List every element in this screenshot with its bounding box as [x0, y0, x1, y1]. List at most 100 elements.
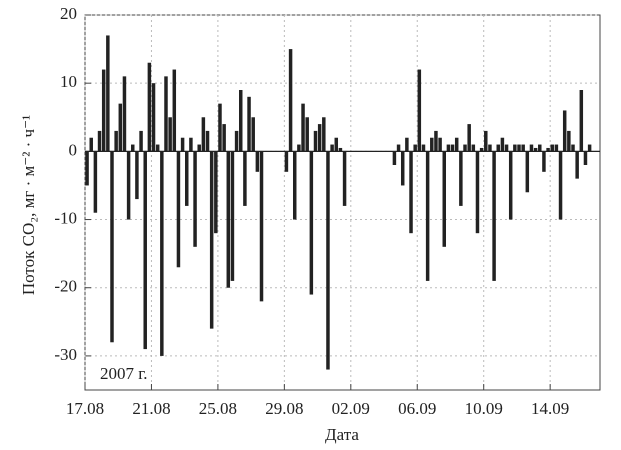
bar — [517, 144, 521, 152]
bar — [197, 144, 201, 152]
bar — [558, 151, 563, 220]
bar — [330, 144, 334, 152]
y-tick-label: 10 — [60, 72, 77, 91]
bar — [504, 144, 509, 152]
bar — [193, 151, 197, 247]
bar — [413, 144, 417, 152]
bar — [288, 49, 293, 152]
x-tick-label: 14.09 — [531, 399, 569, 418]
bar — [176, 151, 181, 268]
bar — [392, 151, 397, 165]
bar — [305, 117, 309, 152]
bar — [85, 151, 89, 186]
bar — [417, 69, 422, 152]
bar — [334, 137, 339, 152]
x-tick-label: 02.09 — [332, 399, 370, 418]
bar — [243, 151, 247, 206]
bar — [562, 110, 567, 152]
bar — [438, 137, 442, 152]
bar — [550, 144, 554, 152]
bar — [93, 151, 98, 213]
bar — [110, 151, 114, 343]
bar — [488, 144, 492, 152]
bar — [513, 144, 517, 152]
annotation: 2007 г. — [100, 364, 148, 383]
bar — [160, 151, 164, 356]
bar — [209, 151, 214, 329]
bar — [463, 144, 467, 152]
bar — [492, 151, 496, 281]
bar — [442, 151, 446, 247]
bar — [247, 96, 251, 152]
bar — [484, 130, 488, 152]
bar — [471, 144, 476, 152]
bar — [155, 144, 160, 152]
bar — [533, 147, 538, 152]
bar — [583, 151, 588, 165]
bar — [239, 90, 243, 152]
bar — [571, 144, 575, 152]
bar — [313, 130, 318, 152]
y-tick-label: -20 — [54, 277, 77, 296]
bar — [234, 130, 239, 152]
bar — [301, 103, 305, 152]
bar — [479, 147, 484, 152]
y-tick-label: 20 — [60, 4, 77, 23]
bar — [459, 151, 463, 206]
bar — [201, 117, 206, 152]
bar — [554, 144, 559, 152]
x-axis-label: Дата — [325, 425, 359, 444]
bar — [147, 62, 152, 152]
bar — [185, 151, 189, 206]
bar — [467, 124, 471, 152]
bar — [205, 130, 210, 152]
bar — [259, 151, 264, 302]
bar — [97, 130, 102, 152]
bar — [135, 151, 139, 200]
bar — [508, 151, 513, 220]
bar — [101, 69, 106, 152]
bar — [126, 151, 131, 220]
bar — [525, 151, 530, 193]
bar — [230, 151, 235, 281]
x-tick-label: 06.09 — [398, 399, 436, 418]
bar — [450, 144, 455, 152]
bar — [251, 117, 255, 152]
bar — [226, 151, 231, 288]
bar — [168, 117, 172, 152]
bar — [405, 137, 409, 152]
bar — [434, 130, 438, 152]
x-tick-label: 10.09 — [465, 399, 503, 418]
bar — [538, 144, 542, 152]
bar — [222, 124, 226, 152]
bar — [292, 151, 297, 220]
bar — [567, 130, 571, 152]
bar — [400, 151, 405, 186]
bar — [500, 137, 505, 152]
bar — [425, 151, 430, 281]
plot-frame — [84, 14, 601, 391]
bar — [542, 151, 546, 172]
x-tick-label: 21.08 — [132, 399, 170, 418]
bar — [106, 35, 110, 152]
bar — [180, 137, 185, 152]
bar — [89, 137, 93, 152]
bar — [143, 151, 147, 350]
bar — [218, 103, 222, 152]
bar — [131, 144, 135, 152]
bar — [322, 117, 326, 152]
bar — [317, 124, 322, 152]
y-tick-label: 0 — [69, 140, 78, 159]
bar — [114, 130, 118, 152]
bar — [164, 76, 168, 152]
bar — [409, 151, 413, 234]
bar — [579, 90, 584, 152]
bar — [396, 144, 401, 152]
bar — [122, 76, 127, 152]
bar — [214, 151, 218, 234]
bar — [284, 151, 289, 172]
bar — [326, 151, 330, 370]
bar — [189, 137, 193, 152]
y-tick-label: -10 — [54, 208, 77, 227]
